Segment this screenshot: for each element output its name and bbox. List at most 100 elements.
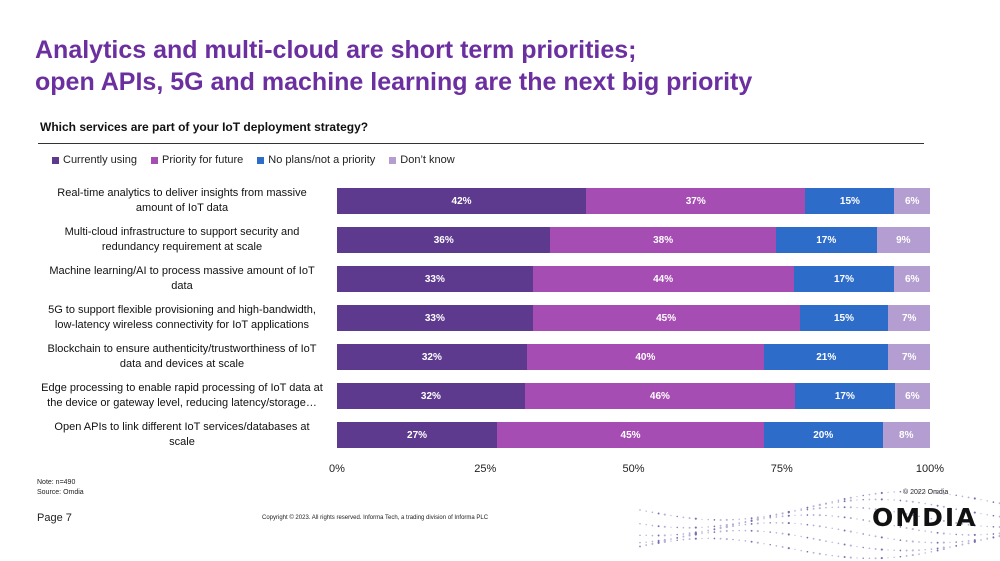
bar-segment: 42%: [337, 188, 587, 214]
decor-dot: [862, 557, 864, 559]
decor-dot: [880, 536, 883, 539]
decor-dot: [732, 523, 734, 525]
decor-dot: [942, 546, 945, 549]
decor-dot: [831, 501, 833, 503]
decor-dot: [688, 532, 691, 535]
decor-dot: [651, 511, 654, 514]
decor-dot: [750, 522, 753, 525]
decor-dot: [738, 524, 740, 527]
decor-dot: [812, 551, 815, 554]
decor-dot: [973, 497, 976, 500]
decor-dot: [862, 519, 864, 521]
bar-segment: 7%: [888, 305, 930, 331]
decor-dot: [942, 548, 945, 551]
decor-dot: [825, 540, 827, 542]
decor-dot: [936, 531, 939, 534]
decor-dot: [924, 516, 926, 519]
category-label: Blockchain to ensure authenticity/trustw…: [37, 342, 327, 372]
decor-dot: [707, 526, 709, 528]
decor-dot: [701, 537, 703, 540]
decor-dot: [794, 548, 796, 550]
bar-row: 27% 45% 20% 8%: [337, 422, 930, 448]
decor-dot: [676, 526, 678, 529]
decor-dot: [837, 515, 840, 518]
decor-dot: [763, 517, 765, 519]
decor-dot: [936, 549, 939, 552]
decor-dot: [880, 491, 883, 495]
decor-dot: [949, 547, 951, 549]
decor-dot: [856, 532, 858, 534]
decor-dot: [781, 515, 784, 518]
x-tick-label: 75%: [770, 463, 793, 475]
decor-dot: [837, 506, 840, 509]
page-number: Page 7: [37, 512, 72, 524]
bar-segment: 33%: [337, 266, 533, 292]
category-label-line: the device or gateway level, reducing la…: [47, 397, 317, 409]
decor-dot: [732, 530, 734, 532]
decor-dot: [874, 508, 877, 511]
decor-dot: [949, 521, 951, 523]
decor-dot: [856, 518, 858, 520]
decor-dot: [849, 517, 852, 520]
decor-dot: [905, 512, 908, 515]
legend-item: Priority for future: [150, 154, 243, 166]
legend-swatch: [389, 156, 397, 164]
decor-dot: [744, 517, 747, 520]
decor-dot: [936, 518, 939, 521]
decor-dot: [986, 514, 988, 516]
decor-dot: [818, 504, 821, 507]
decor-dot: [831, 502, 833, 504]
decor-dot: [887, 491, 889, 493]
decor-dot: [800, 523, 802, 525]
decor-dot: [682, 516, 685, 519]
bar-segment: 6%: [894, 383, 930, 409]
decor-dot: [961, 543, 964, 546]
decor-dot: [856, 557, 858, 559]
decor-dot: [794, 534, 796, 536]
decor-dot: [719, 530, 722, 533]
bar-segment: 44%: [532, 266, 794, 292]
decor-dot: [955, 522, 957, 524]
decor-dot: [961, 495, 964, 498]
category-label: Machine learning/AI to process massive a…: [37, 264, 327, 294]
decor-dot: [986, 538, 988, 540]
decor-dot: [639, 523, 641, 525]
decor-dot: [911, 540, 914, 543]
decor-dot: [942, 532, 945, 535]
decor-dot: [887, 523, 889, 526]
chart-legend: Currently using Priority for future No pla…: [52, 153, 469, 167]
decor-dot: [651, 534, 654, 537]
decor-dot: [738, 529, 740, 532]
decor-dot: [732, 525, 734, 527]
decor-dot: [763, 543, 765, 545]
decor-dot: [992, 536, 995, 539]
bar-segment: 15%: [805, 188, 895, 214]
bar-segment: 7%: [888, 344, 930, 370]
decor-dot: [701, 518, 703, 520]
decor-dot: [843, 543, 846, 546]
decor-dot: [756, 516, 759, 519]
decor-dot: [849, 544, 852, 547]
decor-dot: [973, 511, 976, 514]
decor-dot: [806, 550, 809, 553]
decor-dot: [645, 541, 647, 543]
decor-dot: [670, 534, 672, 536]
decor-dot: [942, 541, 945, 544]
bar-segment: 17%: [793, 266, 895, 292]
decor-dot: [862, 498, 864, 501]
bar-row: 33% 44% 17% 6%: [337, 266, 930, 292]
decor-dot: [880, 557, 883, 560]
decor-dot: [930, 503, 933, 506]
decor-dot: [800, 549, 802, 552]
decor-dot: [936, 547, 939, 550]
legend-swatch: [52, 156, 59, 164]
decor-dot: [725, 526, 728, 529]
legend-swatch: [150, 156, 158, 164]
decor-dot: [874, 535, 877, 538]
category-label-line: low-latency wireless connectivity for Io…: [54, 319, 310, 331]
decor-dot: [887, 537, 889, 539]
category-label-line: Real-time analytics to deliver insights …: [57, 187, 307, 199]
decor-dot: [843, 500, 846, 503]
decor-dot: [694, 537, 697, 540]
decor-dot: [899, 539, 902, 542]
